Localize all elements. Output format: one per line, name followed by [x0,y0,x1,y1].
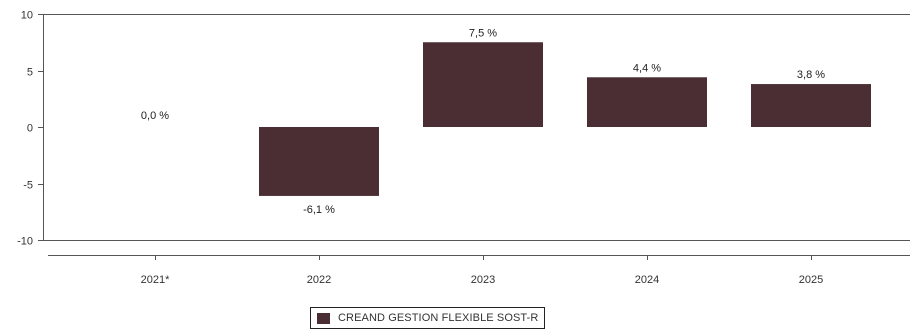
y-tick-label: 0 [27,123,33,135]
plot-area: 10 5 0 -5 -10 2021* 0,0 % 2022 -6,1 % 2023 7,5 % 20… [17,10,910,286]
bar [587,77,707,127]
y-tick-label: -5 [23,180,33,192]
legend-label: CREAND GESTION FLEXIBLE SOST-R [338,312,539,324]
x-tick-label: 2023 [471,274,495,286]
y-tick-label: 10 [21,10,33,22]
x-tick-label: 2025 [799,274,823,286]
data-label: 7,5 % [469,27,497,39]
bar [259,127,379,196]
legend-swatch [317,312,330,324]
data-label: 4,4 % [633,62,661,74]
data-label: -6,1 % [303,204,335,216]
bar [423,42,543,127]
x-tick-label: 2024 [635,274,659,286]
x-tick-label: 2022 [307,274,331,286]
data-label: 0,0 % [141,110,169,122]
x-tick-label: 2021* [141,274,170,286]
y-tick-label: -10 [17,236,33,248]
y-tick-label: 5 [27,67,33,79]
legend: CREAND GESTION FLEXIBLE SOST-R [310,307,546,329]
bar [751,84,871,127]
data-label: 3,8 % [797,69,825,81]
